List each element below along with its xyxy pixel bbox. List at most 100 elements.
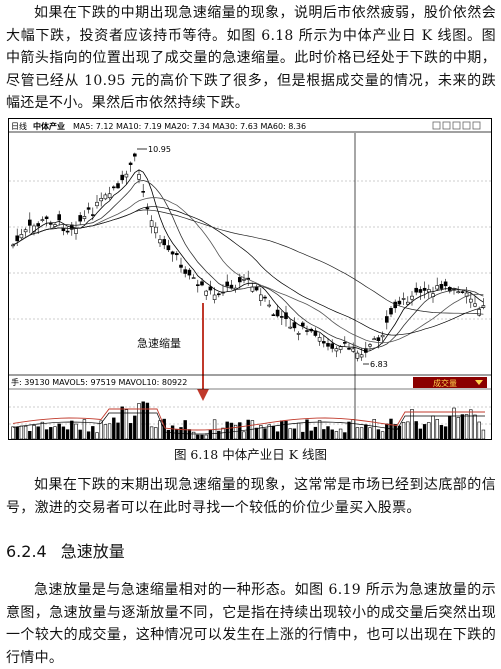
paragraph-late-stage: 如果在下跌的末期出现急速缩量的现象，这常常是市场已经到达底部的信号，激进的交易者… (6, 477, 496, 516)
candle-body (107, 193, 112, 199)
volume-bar (11, 426, 15, 439)
candle-body (355, 352, 360, 359)
figure-caption: 图 6.18 中体产业日 K 线图 (173, 447, 328, 462)
candle-body (74, 228, 78, 234)
volume-bar (250, 420, 255, 439)
volume-bar (280, 420, 284, 439)
candle-body (15, 235, 19, 242)
volume-bar (145, 402, 150, 439)
candle-body (36, 223, 41, 227)
candle-body (275, 309, 280, 317)
volume-bar (456, 417, 460, 439)
candle-body (435, 285, 440, 290)
candle-body (65, 230, 70, 233)
volume-bar (254, 427, 259, 439)
section-heading: 6.2.4 急速放量 (6, 538, 139, 562)
volume-bar (242, 431, 246, 439)
volume-bar (15, 426, 19, 439)
kline-chart: 日线 中体产业 MA5: 7.12 MA10: 7.19 MA20: 7.34 … (8, 118, 492, 440)
volume-bar (91, 426, 95, 439)
volume-ma-lines (12, 408, 485, 435)
volume-bar (99, 420, 103, 439)
toolbar-icon-5[interactable] (472, 121, 481, 130)
kline-chart-svg: 日线 中体产业 MA5: 7.12 MA10: 7.19 MA20: 7.34 … (9, 119, 491, 439)
volume-bar (355, 427, 360, 439)
volume-bar (57, 423, 61, 439)
volume-bar (107, 423, 112, 439)
volume-badge-dropdown-icon[interactable] (475, 380, 483, 385)
candle-body (40, 219, 45, 221)
volume-bar (305, 419, 309, 439)
candle-body (158, 239, 162, 244)
candle-body (347, 347, 351, 350)
volume-bar (217, 430, 221, 439)
volume-bar (401, 422, 406, 439)
candle-body (473, 303, 477, 307)
candle-body (175, 253, 179, 256)
volume-bar (82, 419, 87, 439)
volume-bar (221, 427, 225, 439)
volume-bar (464, 414, 469, 439)
candle-body (103, 194, 108, 200)
volume-bar (49, 427, 53, 439)
candle-body (389, 307, 393, 315)
volume-bar (86, 431, 91, 439)
volume-bar (175, 429, 179, 439)
moving-averages (12, 169, 484, 353)
volume-bar (103, 424, 108, 439)
toolbar-icon-3[interactable] (452, 121, 461, 130)
candle-body (271, 314, 276, 317)
volume-bar (380, 431, 385, 439)
volume-bar (196, 434, 200, 439)
candle-body (372, 338, 377, 341)
candle-body (166, 245, 171, 251)
volume-bar (116, 422, 120, 439)
section-title: 急速放量 (60, 542, 125, 561)
candle-body (359, 354, 364, 358)
volume-bar (343, 432, 347, 439)
volume-bar (393, 424, 397, 439)
candle-body (254, 286, 259, 291)
toolbar-icon-4[interactable] (462, 121, 471, 130)
volume-bar (477, 421, 481, 439)
candle-body (330, 343, 335, 349)
candle-body (78, 215, 82, 222)
volume-bar (112, 417, 116, 439)
toolbar-icon-1[interactable] (432, 121, 441, 130)
candle-body (267, 304, 272, 307)
candle-body (439, 284, 444, 289)
volume-bar (397, 425, 402, 439)
candle-body (397, 300, 402, 305)
volume-bar (263, 428, 267, 439)
volume-badge[interactable] (413, 377, 487, 388)
candle-body (279, 316, 284, 318)
volume-bar (422, 424, 427, 439)
volume-badge-label: 成交量 (433, 378, 457, 388)
candle-body (384, 316, 389, 323)
volume-bar (469, 409, 473, 439)
volume-bar (275, 431, 280, 439)
volume-bar (439, 425, 444, 439)
volume-bar (473, 414, 477, 439)
candle-body (443, 281, 448, 287)
volume-bar (40, 421, 45, 439)
volume-bar (427, 422, 431, 439)
volume-bar (124, 409, 129, 439)
volume-bar (317, 420, 322, 439)
volume-bar (418, 428, 423, 439)
volume-bar (170, 425, 175, 439)
volume-bar (431, 415, 435, 439)
candle-body (380, 334, 385, 338)
candle-body (19, 234, 24, 239)
candles-group (11, 152, 486, 362)
volume-bar (36, 426, 40, 439)
volume-grid (9, 406, 491, 425)
toolbar-icon-2[interactable] (442, 121, 451, 130)
candle-body (170, 251, 175, 255)
candle-body (91, 214, 95, 216)
candle-body (468, 298, 473, 303)
volume-bar (141, 401, 145, 439)
ma-line (12, 197, 484, 344)
volume-bar (204, 434, 208, 439)
candle-body (141, 191, 145, 193)
